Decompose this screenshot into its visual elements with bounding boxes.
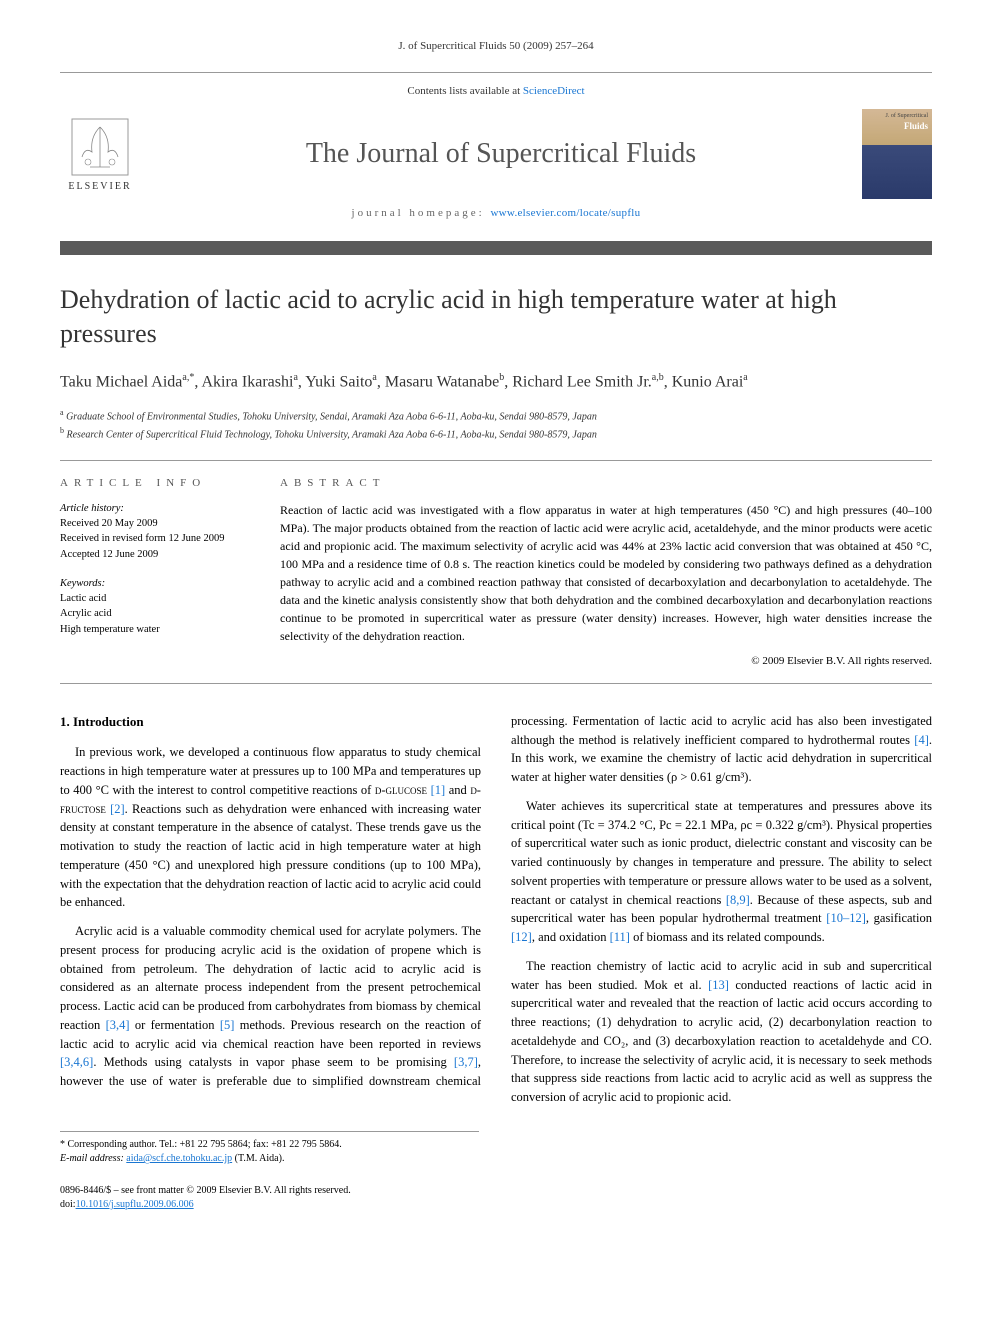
p2-a: Acrylic acid is a valuable commodity che…	[60, 924, 481, 1032]
ref-link-5[interactable]: [5]	[220, 1018, 235, 1032]
keyword-3: High temperature water	[60, 624, 160, 635]
intro-para-3: Water achieves its supercritical state a…	[511, 797, 932, 947]
contents-prefix: Contents lists available at	[407, 85, 522, 97]
doi-label: doi:	[60, 1199, 76, 1210]
journal-title: The Journal of Supercritical Fluids	[140, 138, 862, 170]
homepage-link[interactable]: www.elsevier.com/locate/supflu	[490, 207, 640, 219]
p3-e: of biomass and its related compounds.	[630, 930, 825, 944]
corresponding-author-footnote: * Corresponding author. Tel.: +81 22 795…	[60, 1131, 479, 1166]
rule-bottom	[60, 683, 932, 684]
homepage-label: journal homepage:	[352, 207, 491, 219]
ref-link-1012[interactable]: [10–12]	[826, 911, 866, 925]
abstract-column: abstract Reaction of lactic acid was inv…	[280, 477, 932, 667]
keyword-1: Lactic acid	[60, 593, 106, 604]
ref-link-34[interactable]: [3,4]	[106, 1018, 130, 1032]
doi-link[interactable]: 10.1016/j.supflu.2009.06.006	[76, 1199, 194, 1210]
email-suffix: (T.M. Aida).	[232, 1153, 284, 1164]
elsevier-word: ELSEVIER	[68, 181, 131, 192]
article-info-heading: article info	[60, 477, 250, 489]
ref-link-4[interactable]: [4]	[914, 733, 929, 747]
header-separator-bar	[60, 241, 932, 255]
page-footer: 0896-8446/$ – see front matter © 2009 El…	[60, 1184, 932, 1212]
affiliations: a Graduate School of Environmental Studi…	[60, 407, 932, 442]
intro-para-4: The reaction chemistry of lactic acid to…	[511, 957, 932, 1107]
ref-link-13[interactable]: [13]	[708, 978, 729, 992]
abstract-heading: abstract	[280, 477, 932, 489]
ref-link-346[interactable]: [3,4,6]	[60, 1055, 93, 1069]
p3-a: Water achieves its supercritical state a…	[511, 799, 932, 907]
section-1-heading: 1. Introduction	[60, 712, 481, 732]
ref-link-1[interactable]: [1]	[431, 783, 446, 797]
author-list: Taku Michael Aidaa,*, Akira Ikarashia, Y…	[60, 371, 932, 394]
p1-glucose: d-glucose	[375, 783, 431, 797]
corr-author-line: * Corresponding author. Tel.: +81 22 795…	[60, 1138, 479, 1152]
revised-date: Received in revised form 12 June 2009	[60, 533, 224, 544]
article-title: Dehydration of lactic acid to acrylic ac…	[60, 283, 932, 351]
cover-title-text: Fluids	[866, 121, 928, 131]
ref-link-37[interactable]: [3,7]	[454, 1055, 478, 1069]
ref-link-12[interactable]: [12]	[511, 930, 532, 944]
elsevier-logo: ELSEVIER	[60, 109, 140, 199]
sciencedirect-link[interactable]: ScienceDirect	[523, 85, 585, 97]
affiliation-line: a Graduate School of Environmental Studi…	[60, 407, 932, 424]
running-head: J. of Supercritical Fluids 50 (2009) 257…	[60, 40, 932, 52]
article-body: 1. Introduction In previous work, we dev…	[60, 712, 932, 1107]
p1-and: and	[445, 783, 470, 797]
p2-b: or fermentation	[130, 1018, 220, 1032]
cover-top-text: J. of Supercritical	[866, 113, 928, 119]
issn-line: 0896-8446/$ – see front matter © 2009 El…	[60, 1184, 351, 1198]
received-date: Received 20 May 2009	[60, 518, 158, 529]
article-history: Article history: Received 20 May 2009 Re…	[60, 501, 250, 562]
ref-link-11[interactable]: [11]	[610, 930, 630, 944]
email-label: E-mail address:	[60, 1153, 126, 1164]
email-link[interactable]: aida@scf.che.tohoku.ac.jp	[126, 1153, 232, 1164]
affiliation-line: b Research Center of Supercritical Fluid…	[60, 425, 932, 442]
journal-homepage: journal homepage: www.elsevier.com/locat…	[60, 207, 932, 219]
keywords-label: Keywords:	[60, 578, 105, 589]
elsevier-tree-icon	[70, 117, 130, 177]
journal-header: Contents lists available at ScienceDirec…	[60, 72, 932, 231]
accepted-date: Accepted 12 June 2009	[60, 549, 158, 560]
keywords-block: Keywords: Lactic acid Acrylic acid High …	[60, 576, 250, 637]
p1-text-b: . Reactions such as dehydration were enh…	[60, 802, 481, 910]
article-info-column: article info Article history: Received 2…	[60, 477, 250, 667]
contents-available: Contents lists available at ScienceDirec…	[60, 85, 932, 97]
p4-b: conducted reactions of lactic acid in su…	[511, 978, 932, 1105]
p3-c: , gasification	[866, 911, 932, 925]
keyword-2: Acrylic acid	[60, 608, 112, 619]
ref-link-2[interactable]: [2]	[110, 802, 125, 816]
ref-link-89[interactable]: [8,9]	[726, 893, 750, 907]
history-label: Article history:	[60, 503, 124, 514]
journal-cover-thumb: J. of Supercritical Fluids	[862, 109, 932, 199]
abstract-copyright: © 2009 Elsevier B.V. All rights reserved…	[280, 655, 932, 667]
p2-d: . Methods using catalysts in vapor phase…	[93, 1055, 454, 1069]
p3-d: , and oxidation	[532, 930, 610, 944]
intro-para-1: In previous work, we developed a continu…	[60, 743, 481, 912]
abstract-text: Reaction of lactic acid was investigated…	[280, 501, 932, 645]
